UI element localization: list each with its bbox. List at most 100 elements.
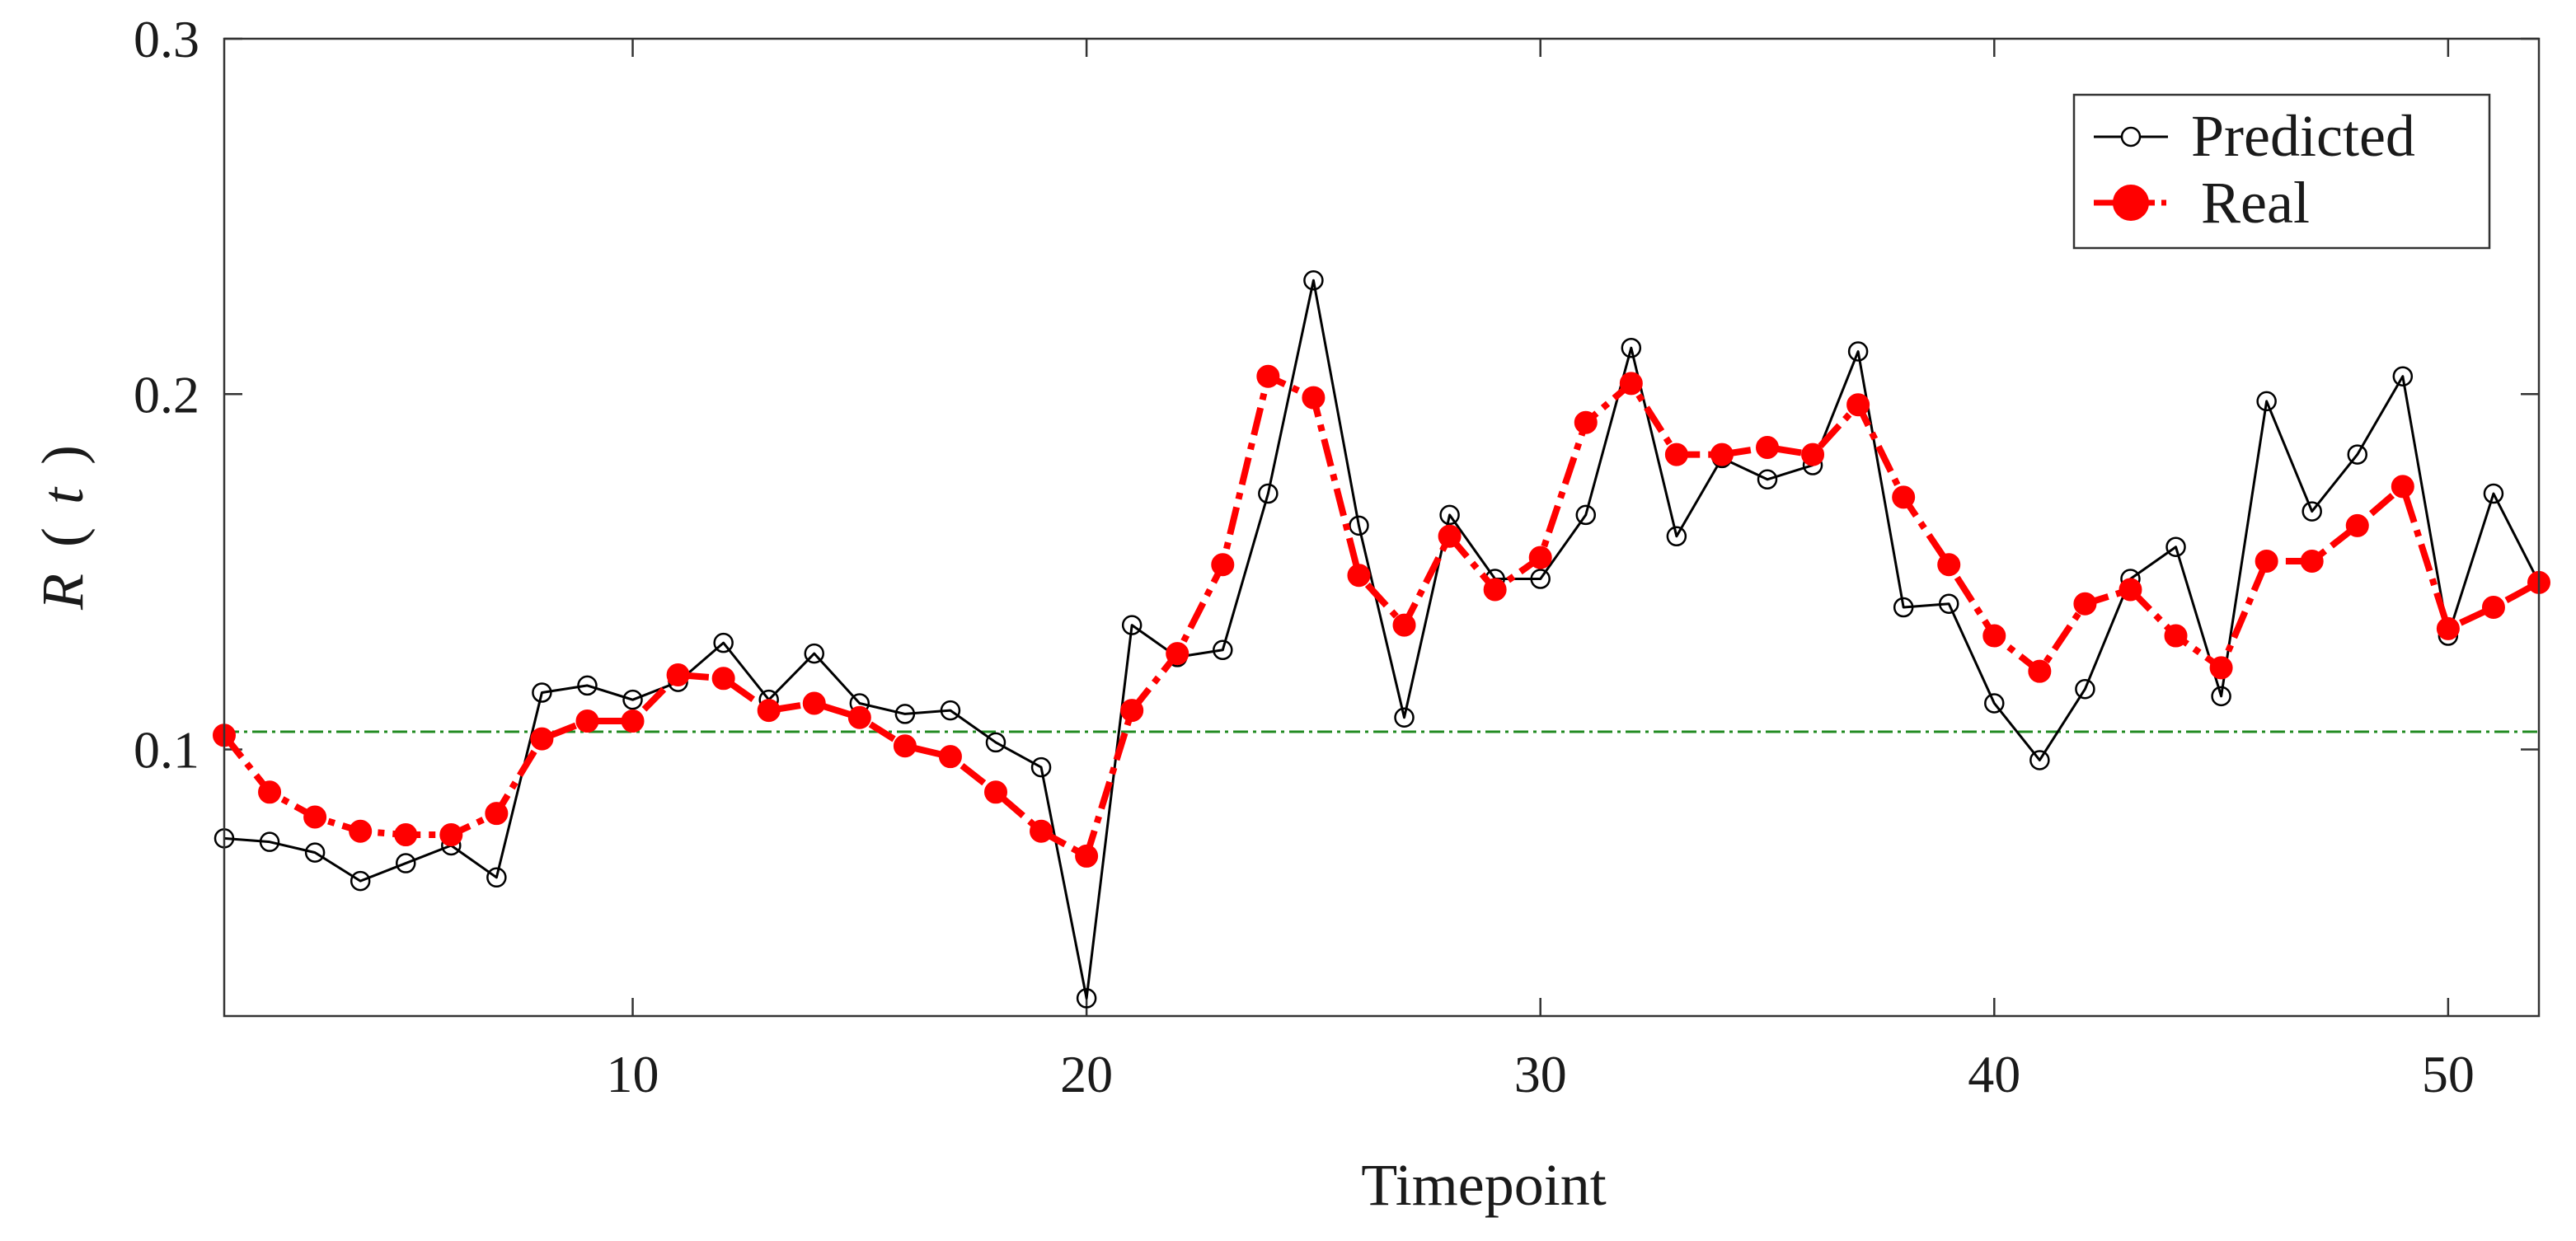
data-point <box>2302 501 2322 522</box>
data-point <box>1893 597 1914 618</box>
y-axis-label-close: ) <box>30 445 96 465</box>
y-tick-label: 0.3 <box>134 10 199 68</box>
data-point <box>2029 750 2050 770</box>
data-point <box>1258 483 1279 504</box>
series-line <box>224 279 2539 1000</box>
data-point <box>1347 564 1371 588</box>
data-point <box>622 689 643 710</box>
data-point <box>1756 435 1779 459</box>
data-point <box>985 732 1006 753</box>
data-point <box>1666 526 1687 547</box>
data-point <box>1213 639 1233 661</box>
data-point <box>757 699 781 723</box>
plot-frame <box>223 37 2541 1018</box>
legend-real-label: Real <box>2201 170 2310 236</box>
data-point <box>804 643 825 664</box>
series-line <box>224 372 2539 859</box>
data-point <box>2436 616 2460 640</box>
data-point <box>1439 504 1460 526</box>
data-point <box>1710 443 1734 466</box>
legend-real-marker <box>2113 185 2149 221</box>
data-point <box>2256 391 2277 412</box>
x-tick-label: 10 <box>607 1045 659 1103</box>
data-point <box>1528 546 1552 569</box>
data-point <box>847 705 871 729</box>
data-point <box>1256 364 1280 388</box>
data-point <box>1438 524 1462 548</box>
data-point <box>984 780 1007 804</box>
data-point <box>1575 504 1597 526</box>
data-point <box>2075 678 2095 700</box>
data-point <box>577 675 598 696</box>
data-point <box>304 842 326 863</box>
x-axis-label: Timepoint <box>1361 1152 1606 1218</box>
data-point <box>666 663 690 686</box>
data-point <box>1847 341 1869 362</box>
data-point <box>1984 693 2005 714</box>
data-point <box>2345 513 2369 537</box>
data-point <box>2255 549 2278 573</box>
data-point <box>258 780 282 804</box>
data-point <box>938 745 962 769</box>
data-point <box>1302 386 1326 410</box>
data-point <box>2300 549 2324 573</box>
data-point <box>349 819 373 843</box>
data-point <box>395 853 416 873</box>
data-point <box>1619 372 1643 396</box>
data-point <box>1030 756 1052 778</box>
data-point <box>621 709 645 733</box>
data-point <box>2028 659 2052 683</box>
data-point <box>1801 443 1825 466</box>
data-point <box>2392 366 2414 386</box>
data-point <box>802 691 826 715</box>
data-point <box>711 667 735 691</box>
data-point <box>2119 578 2142 602</box>
data-point <box>2165 536 2186 557</box>
y-axis-label-main: R <box>30 574 96 611</box>
x-tick-label: 40 <box>1968 1045 2020 1103</box>
data-point <box>1121 615 1143 635</box>
y-ticks: 0.1 0.2 0.3 <box>134 10 2539 780</box>
y-tick-label: 0.2 <box>134 365 199 424</box>
x-tick-label: 30 <box>1514 1045 1567 1103</box>
data-point <box>530 727 554 751</box>
data-point <box>2073 592 2097 616</box>
data-point <box>1211 553 1235 577</box>
data-point <box>439 823 463 847</box>
data-point <box>486 867 507 888</box>
data-point <box>1394 707 1415 728</box>
data-point <box>1574 410 1598 434</box>
data-point <box>485 802 509 826</box>
x-tick-label: 50 <box>2422 1045 2475 1103</box>
data-point <box>1937 553 1961 577</box>
legend-predicted-marker <box>2120 126 2142 148</box>
data-point <box>1349 515 1369 536</box>
data-point <box>1483 578 1507 602</box>
legend-box <box>2072 93 2491 250</box>
data-point <box>893 734 917 758</box>
legend: Predicted Real <box>2072 93 2491 250</box>
data-point <box>575 709 599 733</box>
x-ticks: 10 20 30 40 50 <box>607 39 2475 1103</box>
y-axis-label: R ( t ) <box>30 445 96 611</box>
series-real <box>213 364 2550 868</box>
data-point <box>713 632 734 653</box>
svg-text:R ( t ): R ( t ) <box>30 445 96 611</box>
data-point <box>1621 337 1642 358</box>
data-point <box>350 870 371 892</box>
data-point <box>1075 844 1099 868</box>
data-point <box>532 682 552 703</box>
data-point <box>259 831 280 852</box>
data-point <box>2164 624 2188 648</box>
data-point <box>1120 699 1144 723</box>
data-point <box>1303 270 1324 291</box>
data-point <box>1664 443 1688 466</box>
data-point <box>2209 656 2233 680</box>
x-tick-label: 20 <box>1060 1045 1113 1103</box>
data-point <box>1846 393 1870 417</box>
y-axis-label-var: t <box>30 486 96 504</box>
data-point <box>2391 475 2414 499</box>
data-point <box>2481 596 2505 620</box>
data-point <box>2483 483 2504 504</box>
